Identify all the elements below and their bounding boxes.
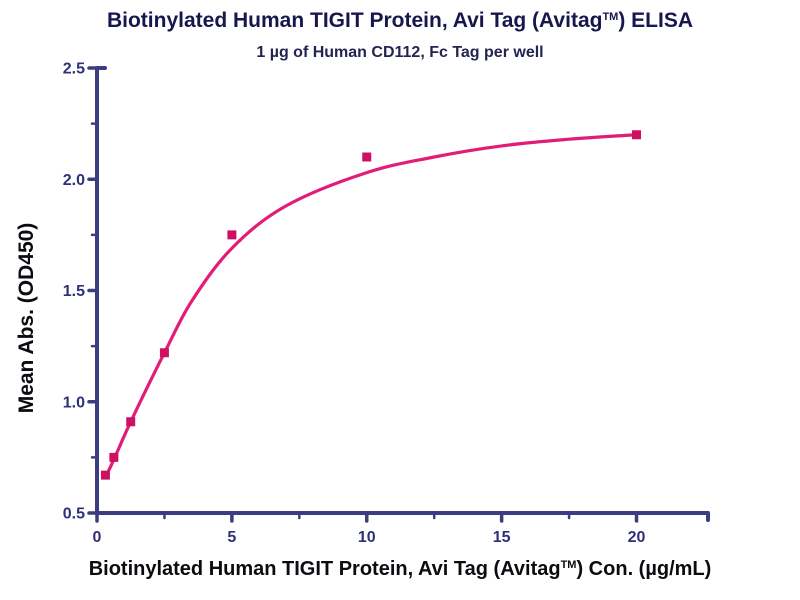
chart-subtitle: 1 µg of Human CD112, Fc Tag per well	[256, 44, 544, 61]
y-tick-label: 1.5	[63, 283, 85, 300]
fit-curve	[103, 133, 639, 479]
x-axis-title: Biotinylated Human TIGIT Protein, Avi Ta…	[0, 558, 800, 581]
y-tick-label: 2.0	[63, 172, 85, 189]
data-point-marker	[362, 152, 372, 162]
chart-title: Biotinylated Human TIGIT Protein, Avi Ta…	[0, 9, 800, 33]
x-tick-label: 15	[493, 529, 511, 546]
x-tick-label: 20	[628, 529, 646, 546]
trademark-superscript: TM	[602, 11, 619, 23]
data-point-marker	[227, 230, 237, 240]
x-axis-title-main: Biotinylated Human TIGIT Protein, Avi Ta…	[88, 558, 561, 580]
x-tick-label: 5	[227, 529, 236, 546]
y-tick-label: 2.5	[63, 61, 85, 78]
x-tick-label: 10	[358, 529, 376, 546]
x-axis-title-suffix: ) Con. (µg/mL)	[576, 558, 712, 580]
x-tick-label: 0	[93, 529, 102, 546]
x-axis-trademark-superscript: TM	[560, 559, 577, 571]
chart-title-main: Biotinylated Human TIGIT Protein, Avi Ta…	[106, 9, 603, 32]
data-point-marker	[109, 452, 119, 462]
x-axis-line	[95, 511, 710, 522]
y-axis-title: Mean Abs. (OD450)	[15, 222, 38, 414]
data-point-marker	[100, 470, 110, 480]
chart-title-suffix: ) ELISA	[618, 9, 694, 32]
data-point-marker	[159, 348, 169, 358]
y-tick-label: 0.5	[63, 506, 85, 523]
y-tick-label: 1.0	[63, 394, 85, 411]
data-point-marker	[126, 417, 136, 427]
data-point-marker	[632, 130, 642, 140]
